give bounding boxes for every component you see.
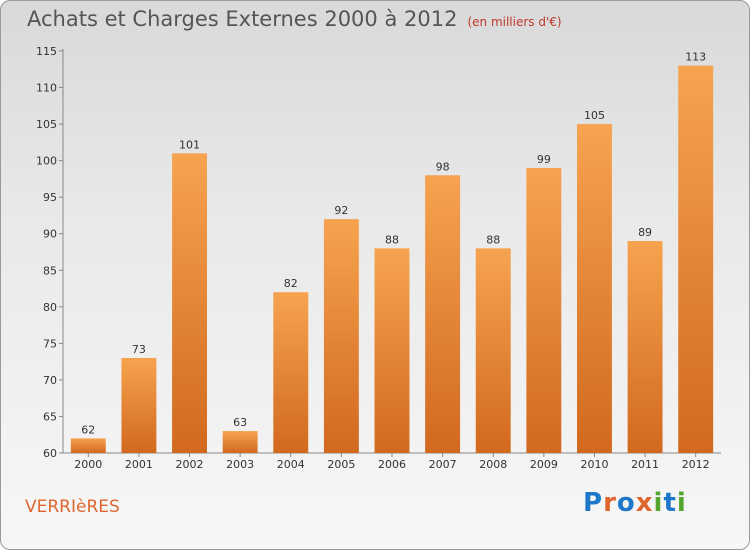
x-tick-label: 2002 [176,458,204,471]
y-tick-label: 60 [43,447,57,460]
y-tick-label: 115 [36,45,57,58]
brand-letter: t [663,488,677,518]
bar-value-label: 88 [385,233,399,246]
bar-value-label: 99 [537,153,551,166]
bar [273,292,309,453]
bar-value-label: 89 [638,226,652,239]
brand-letter: i [653,488,664,518]
x-tick-label: 2000 [74,458,102,471]
bar-value-label: 101 [179,138,200,151]
bars [70,65,714,454]
bar [121,357,157,453]
bar [425,175,461,453]
x-tick-label: 2006 [378,458,406,471]
y-tick-label: 70 [43,374,57,387]
bar-value-label: 62 [81,423,95,436]
bar-value-label: 113 [685,51,706,64]
x-tick-label: 2003 [226,458,254,471]
x-tick-label: 2010 [580,458,608,471]
bar [475,248,511,453]
bar-value-label: 88 [486,233,500,246]
bar [678,65,714,454]
y-tick-label: 85 [43,264,57,277]
bar-value-label: 63 [233,416,247,429]
y-tick-label: 100 [36,155,57,168]
y-tick-label: 110 [36,82,57,95]
bar [526,167,562,454]
x-tick-label: 2001 [125,458,153,471]
bar [70,438,106,453]
brand-letter: o [616,488,636,518]
commune-name: VERRIèRES [25,497,120,517]
bar [576,124,612,453]
bar [627,241,663,453]
y-tick-label: 80 [43,301,57,314]
x-tick-label: 2008 [479,458,507,471]
axes: 60 65 70 75 80 85 90 95 100 105 110 115 2000 2001 2002… [36,45,721,471]
brand-letter: x [635,488,654,518]
bar [323,219,359,453]
brand-letter: i [676,488,687,518]
x-tick-label: 2012 [682,458,710,471]
x-tick-label: 2004 [277,458,305,471]
data-labels: 62 73 101 63 82 92 88 98 88 99 105 89 113 [81,51,706,437]
bar-value-label: 92 [334,204,348,217]
brand-letter: r [603,488,617,518]
x-tick-label: 2011 [631,458,659,471]
y-tick-label: 105 [36,118,57,131]
chart-unit: (en milliers d'€) [467,15,562,29]
chart-title-block: Achats et Charges Externes 2000 à 2012 (e… [27,7,562,31]
y-tick-label: 90 [43,228,57,241]
y-tick-label: 65 [43,410,57,423]
chart-title: Achats et Charges Externes 2000 à 2012 [27,7,458,31]
y-tick-label: 95 [43,191,57,204]
x-tick-label: 2009 [530,458,558,471]
brand-letter: P [583,488,604,518]
bar-value-label: 105 [584,109,605,122]
bar-value-label: 82 [284,277,298,290]
x-tick-label: 2007 [429,458,457,471]
bar [374,248,410,453]
x-tick-label: 2005 [327,458,355,471]
bar [172,153,208,453]
y-tick-label: 75 [43,337,57,350]
bar-value-label: 73 [132,343,146,356]
bar-value-label: 98 [436,160,450,173]
bar [222,431,258,453]
brand-logo: Proxiti [583,488,687,518]
